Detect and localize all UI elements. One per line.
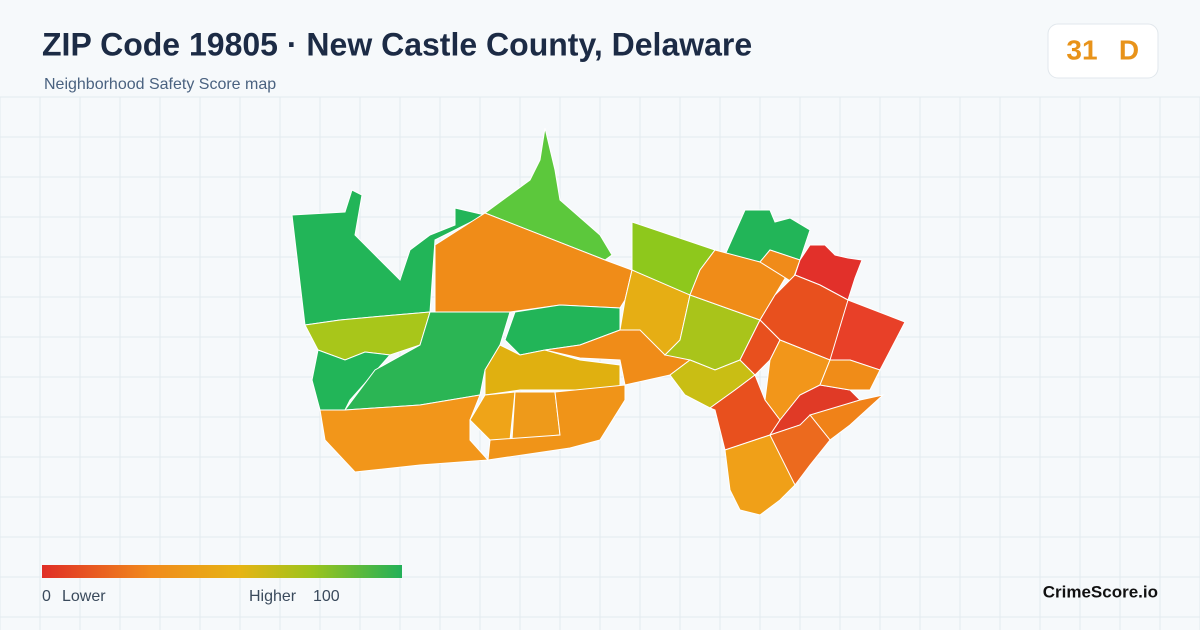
neighborhood (819, 359, 881, 391)
legend-max-label: Higher (249, 588, 297, 605)
legend-min-label: Lower (62, 588, 106, 605)
neighborhood (311, 349, 392, 411)
neighborhood (724, 434, 796, 516)
neighborhood (469, 391, 516, 441)
neighborhood (511, 391, 561, 441)
brand: CrimeScore.io (1043, 582, 1158, 601)
neighborhood (484, 344, 621, 396)
legend-gradient (42, 565, 402, 578)
neighborhood (483, 127, 613, 261)
score-grade: D (1119, 34, 1139, 65)
neighborhood (487, 384, 626, 461)
zip-map (291, 127, 906, 516)
neighborhood (739, 319, 781, 376)
legend-min: 0 (42, 588, 51, 605)
title: ZIP Code 19805 · New Castle County, Dela… (42, 26, 752, 62)
legend-max: 100 (313, 588, 340, 605)
subtitle: Neighborhood Safety Score map (44, 76, 276, 93)
score-value: 31 (1066, 34, 1097, 65)
score-badge (1047, 23, 1159, 79)
neighborhood (319, 394, 490, 473)
